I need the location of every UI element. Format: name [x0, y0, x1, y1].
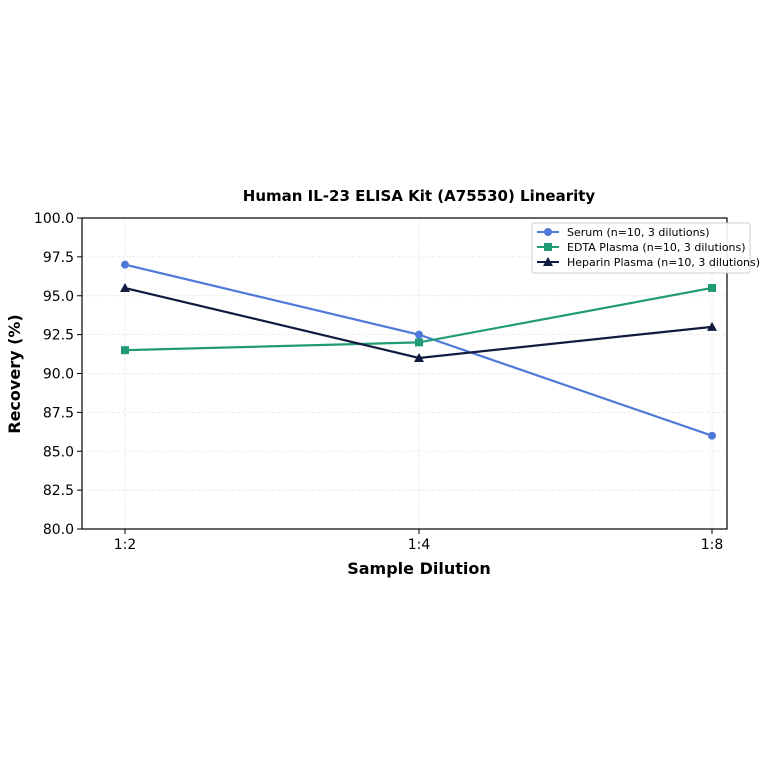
data-point: [121, 260, 129, 269]
series-1: [121, 260, 716, 440]
data-point: [120, 282, 130, 292]
y-tick-label: 85.0: [43, 444, 74, 460]
data-point: [708, 431, 716, 440]
data-point: [415, 330, 423, 339]
legend-item: EDTA Plasma (n=10, 3 dilutions): [537, 241, 746, 254]
legend-marker: [543, 257, 553, 266]
legend-item: Serum (n=10, 3 dilutions): [537, 226, 710, 239]
y-tick-label: 100.0: [34, 211, 74, 227]
data-point: [414, 352, 424, 362]
series-line: [124, 263, 713, 437]
y-tick-label: 80.0: [43, 522, 74, 538]
legend-box: [531, 222, 751, 274]
y-tick-label: 87.5: [43, 405, 74, 421]
series-layer: [120, 260, 717, 440]
y-tick-label: 97.5: [43, 250, 74, 266]
legend-label: EDTA Plasma (n=10, 3 dilutions): [567, 241, 746, 254]
y-tick-label: 95.0: [43, 289, 74, 305]
x-axis-title: Sample Dilution: [347, 559, 491, 578]
x-tick-label: 1:8: [701, 537, 724, 553]
data-point: [415, 338, 423, 347]
axis-ticks: 80.0 82.5 85.0 87.5 90.0 92.5 95.0 97.5 100.0 1:2…: [34, 211, 723, 553]
legend-marker: [544, 243, 552, 251]
y-axis-title: Recovery (%): [5, 314, 24, 433]
x-tick-label: 1:2: [114, 537, 137, 553]
legend-item: Heparin Plasma (n=10, 3 dilutions): [537, 256, 760, 269]
y-tick-label: 92.5: [43, 328, 74, 344]
legend-label: Heparin Plasma (n=10, 3 dilutions): [567, 256, 760, 269]
chart-title: Human IL-23 ELISA Kit (A75530) Linearity: [243, 187, 596, 205]
legend-label: Serum (n=10, 3 dilutions): [567, 226, 710, 239]
data-point: [707, 321, 717, 331]
y-tick-label: 90.0: [43, 367, 74, 383]
series-2: [121, 283, 716, 355]
legend-marker: [544, 228, 552, 236]
data-point: [708, 283, 716, 292]
series-3: [120, 282, 717, 362]
x-tick-label: 1:4: [408, 537, 431, 553]
y-tick-label: 82.5: [43, 483, 74, 499]
data-point: [121, 346, 129, 355]
legend: Serum (n=10, 3 dilutions) EDTA Plasma (n=…: [531, 222, 760, 274]
